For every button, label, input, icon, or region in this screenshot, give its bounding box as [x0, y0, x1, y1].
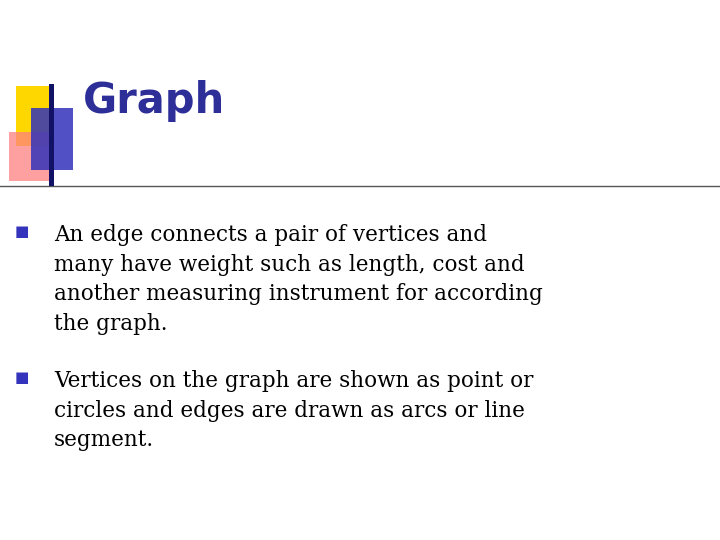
Text: Vertices on the graph are shown as point or
circles and edges are drawn as arcs : Vertices on the graph are shown as point… [54, 370, 534, 451]
Text: ■: ■ [14, 370, 29, 385]
Bar [16, 86, 50, 146]
Bar [9, 132, 51, 181]
Text: An edge connects a pair of vertices and
many have weight such as length, cost an: An edge connects a pair of vertices and … [54, 224, 543, 335]
Bar [31, 108, 73, 170]
Text: ■: ■ [14, 224, 29, 239]
Text: Graph: Graph [83, 79, 225, 122]
Bar [49, 84, 54, 186]
